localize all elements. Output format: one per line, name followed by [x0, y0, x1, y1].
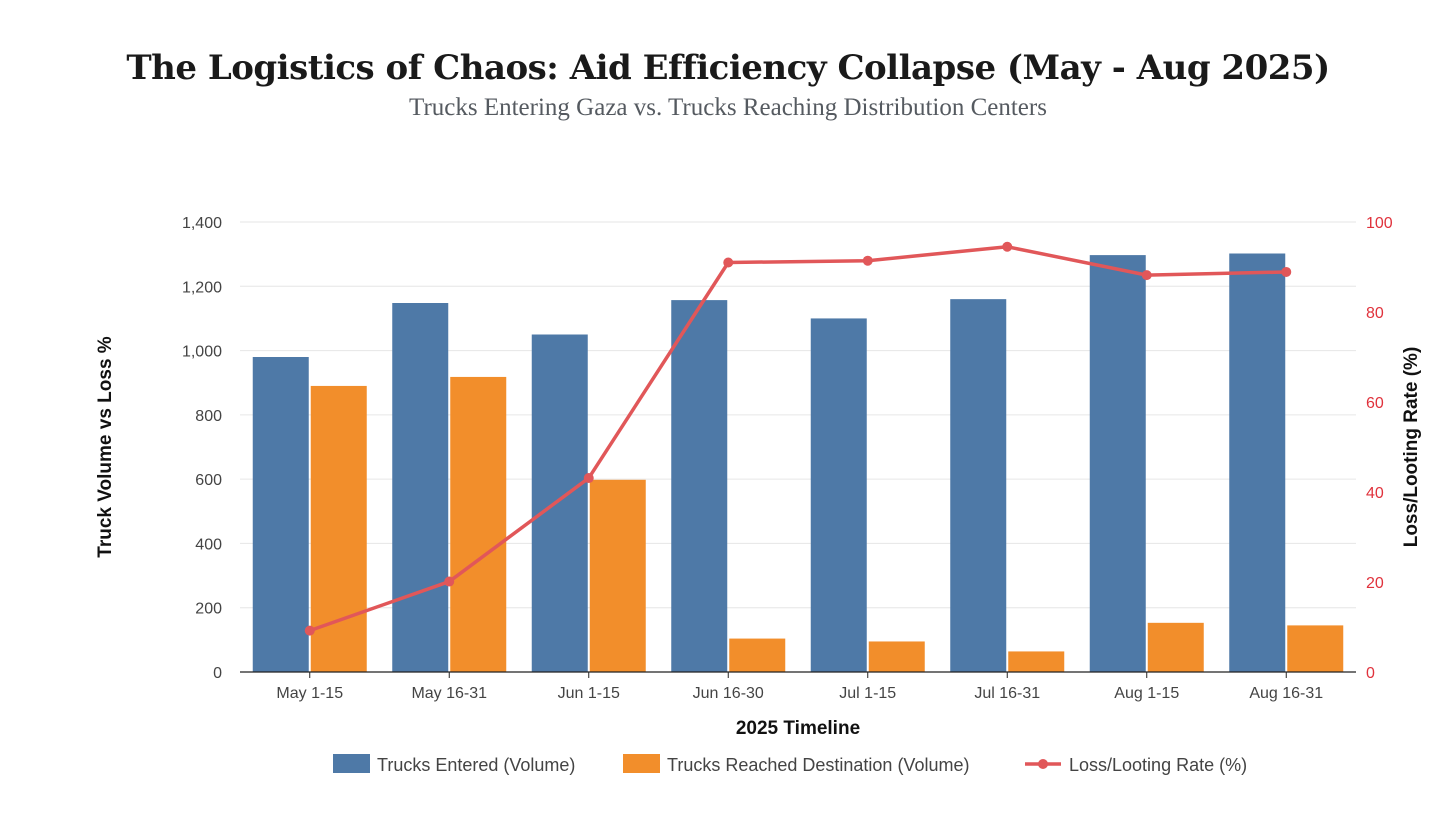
y-tick-label: 600: [195, 472, 222, 489]
x-tick-label: Jun 1-15: [558, 685, 620, 702]
loss-rate-point: [723, 257, 734, 268]
x-tick-label: Jul 1-15: [839, 685, 896, 702]
bar-trucks-reached: [450, 376, 507, 672]
bar-series: [252, 253, 1344, 672]
bar-trucks-entered: [1229, 253, 1286, 672]
x-tick-label: Jul 16-31: [974, 685, 1040, 702]
loss-rate-point: [304, 625, 315, 636]
y-tick-label: 400: [195, 536, 222, 553]
x-tick-label: May 16-31: [411, 685, 487, 702]
loss-rate-point: [862, 255, 873, 266]
bar-trucks-entered: [810, 318, 867, 672]
legend-swatch: [333, 754, 370, 773]
bar-trucks-reached: [589, 479, 646, 672]
chart-title: The Logistics of Chaos: Aid Efficiency C…: [126, 48, 1330, 88]
legend-swatch: [623, 754, 660, 773]
bar-trucks-entered: [252, 357, 309, 672]
bar-trucks-entered: [392, 303, 449, 672]
y-tick-label: 200: [195, 601, 222, 618]
loss-rate-line: [309, 245, 1287, 633]
loss-rate-point: [1002, 241, 1013, 252]
y2-tick-label: 0: [1366, 665, 1375, 682]
legend-label: Trucks Reached Destination (Volume): [667, 755, 969, 775]
y-tick-label: 1,000: [182, 344, 222, 361]
legend-label: Trucks Entered (Volume): [377, 755, 575, 775]
bar-trucks-entered: [1089, 255, 1146, 672]
bar-trucks-reached: [1008, 651, 1065, 672]
loss-rate-point: [444, 576, 455, 587]
y-axis-title: Truck Volume vs Loss %: [95, 336, 116, 558]
bar-trucks-reached: [729, 638, 786, 672]
y2-tick-label: 60: [1366, 395, 1384, 412]
legend-label: Loss/Looting Rate (%): [1069, 755, 1247, 775]
y2-axis-title: Loss/Looting Rate (%): [1401, 347, 1422, 548]
loss-rate-point: [1281, 266, 1292, 277]
loss-rate-point: [1141, 270, 1152, 281]
axes: 0 200 400 600 800 1,000 1,200 1,400 0 20 40 60 80 100…: [95, 215, 1422, 739]
chart-subtitle: Trucks Entering Gaza vs. Trucks Reaching…: [409, 94, 1047, 121]
loss-rate-point: [583, 473, 594, 484]
bar-trucks-reached: [1147, 622, 1204, 672]
x-tick-label: May 1-15: [276, 685, 343, 702]
x-tick-label: Aug 16-31: [1249, 685, 1323, 702]
bar-trucks-reached: [868, 641, 925, 672]
x-axis-title: 2025 Timeline: [736, 718, 860, 739]
y-tick-label: 800: [195, 408, 222, 425]
x-tick-label: Aug 1-15: [1114, 685, 1179, 702]
x-tick-label: Jun 16-30: [693, 685, 764, 702]
legend: Trucks Entered (Volume) Trucks Reached De…: [333, 754, 1247, 775]
bar-trucks-entered: [671, 300, 728, 672]
y2-tick-label: 40: [1366, 485, 1384, 502]
y2-tick-label: 20: [1366, 575, 1384, 592]
bar-trucks-entered: [950, 299, 1007, 672]
line-series: [304, 241, 1292, 636]
legend-marker: [1038, 759, 1048, 769]
bar-trucks-entered: [531, 334, 588, 672]
y2-tick-label: 80: [1366, 305, 1384, 322]
y-tick-label: 1,200: [182, 279, 222, 296]
y-tick-label: 0: [213, 665, 222, 682]
y-tick-label: 1,400: [182, 215, 222, 232]
y2-tick-label: 100: [1366, 215, 1393, 232]
bar-trucks-reached: [310, 385, 367, 672]
bar-trucks-reached: [1287, 625, 1344, 672]
